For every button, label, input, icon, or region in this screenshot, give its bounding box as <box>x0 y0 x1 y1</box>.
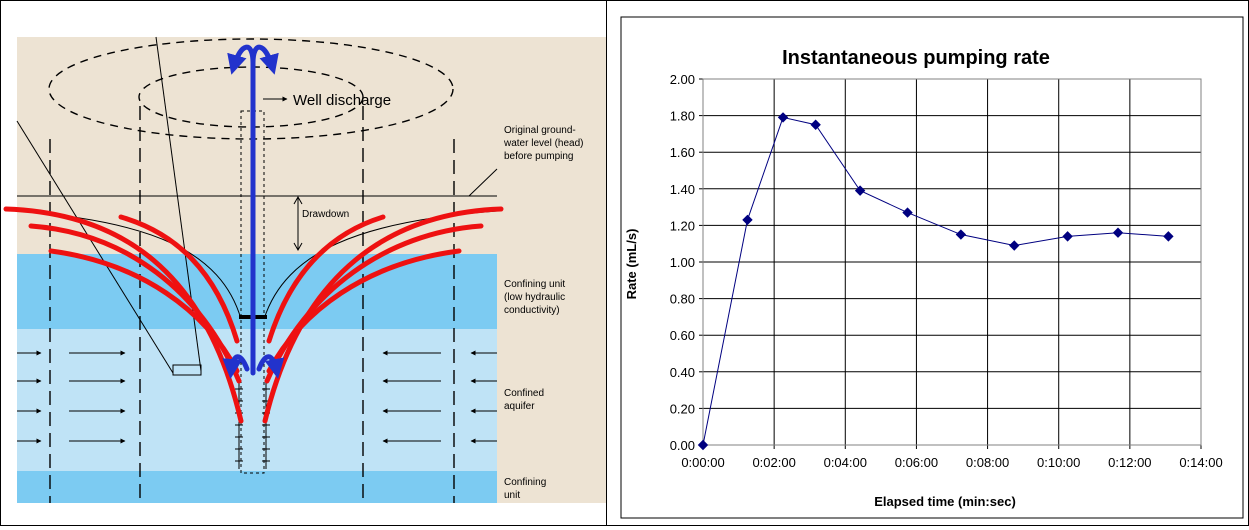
y-axis-label: Rate (mL/s) <box>624 229 639 300</box>
pumping-rate-chart: Instantaneous pumping rate 0.000.200.400… <box>620 16 1244 519</box>
data-point <box>1112 227 1124 238</box>
x-tick-label: 0:10:00 <box>1037 455 1080 470</box>
confined-aquifer-zone <box>17 329 497 471</box>
x-tick-label: 0:06:00 <box>895 455 938 470</box>
original-level-label-2: water level (head) <box>503 138 583 149</box>
data-point <box>697 439 709 451</box>
data-point <box>955 229 967 240</box>
data-point <box>854 185 866 196</box>
well-diagram-panel: Well discharge Drawdown Original ground-… <box>0 0 607 526</box>
original-level-label-3: before pumping <box>504 151 574 162</box>
chart-title: Instantaneous pumping rate <box>782 47 1050 69</box>
y-tick-label: 1.80 <box>670 109 695 124</box>
flow-arrows-right <box>382 350 497 444</box>
confined-aquifer-label-2: aquifer <box>504 401 535 412</box>
data-point <box>902 207 913 218</box>
data-point <box>777 112 789 123</box>
confining-unit-label-1: Confining unit <box>504 279 565 290</box>
label-column <box>497 37 607 503</box>
cylinder-walls <box>49 106 455 503</box>
confined-aquifer-label-1: Confined <box>504 388 544 399</box>
leader-line-2 <box>16 120 174 374</box>
data-point <box>742 214 753 226</box>
series-layer <box>697 112 1174 451</box>
sample-box <box>172 364 202 376</box>
y-tick-label: 1.00 <box>670 255 695 270</box>
y-tick-label: 0.20 <box>670 401 695 416</box>
chart-area-border <box>620 16 1244 519</box>
y-tick-labels: 0.00 0.20 0.40 0.60 0.80 1.00 1.20 1.40 1.60 1.80… <box>670 72 695 453</box>
level-leader <box>468 168 498 197</box>
well-discharge-label: Well discharge <box>293 92 391 109</box>
y-tick-label: 0.60 <box>670 328 695 343</box>
inner-cylinder-top <box>138 66 364 128</box>
x-tick-label: 0:04:00 <box>824 455 867 470</box>
well-diagram: Well discharge Drawdown Original ground-… <box>3 36 607 503</box>
data-point <box>1062 231 1073 242</box>
data-point <box>810 119 821 130</box>
y-tick-label: 2.00 <box>670 72 695 87</box>
x-tick-label: 0:12:00 <box>1108 455 1151 470</box>
side-labels: Original ground- water level (head) befo… <box>503 125 583 501</box>
well-casing <box>240 110 265 474</box>
plot-area-border <box>702 78 1202 446</box>
y-tick-label: 1.20 <box>670 218 695 233</box>
original-level-label-1: Original ground- <box>504 125 576 136</box>
y-tick-label: 0.00 <box>670 438 695 453</box>
bottom-confining-label-1: Confining <box>504 477 546 488</box>
flow-arrows-left <box>17 350 126 444</box>
unsaturated-zone <box>17 37 497 254</box>
x-axis-label: Elapsed time (min:sec) <box>874 494 1016 509</box>
x-tick-label: 0:08:00 <box>966 455 1009 470</box>
lower-confining-unit <box>17 471 497 503</box>
x-tick-label: 0:14:00 <box>1179 455 1222 470</box>
x-tick-label: 0:00:00 <box>681 455 724 470</box>
drawdown-label: Drawdown <box>302 209 349 220</box>
data-point <box>1009 240 1020 251</box>
confining-unit-label-3: conductivity) <box>504 305 560 316</box>
x-tick-labels: 0:00:00 0:02:00 0:04:00 0:06:00 0:08:00 0:10:… <box>681 455 1222 470</box>
discharge-flow <box>222 44 285 379</box>
chart-panel: Instantaneous pumping rate 0.00 0.20 0.40 0… <box>606 0 1249 526</box>
bottom-confining-label-2: unit <box>504 490 520 501</box>
confining-unit-label-2: (low hydraulic <box>504 292 565 303</box>
x-tick-label: 0:02:00 <box>752 455 795 470</box>
y-tick-label: 0.80 <box>670 292 695 307</box>
y-tick-label: 1.60 <box>670 145 695 160</box>
y-tick-label: 0.40 <box>670 365 695 380</box>
data-point <box>1163 231 1174 242</box>
y-tick-label: 1.40 <box>670 182 695 197</box>
